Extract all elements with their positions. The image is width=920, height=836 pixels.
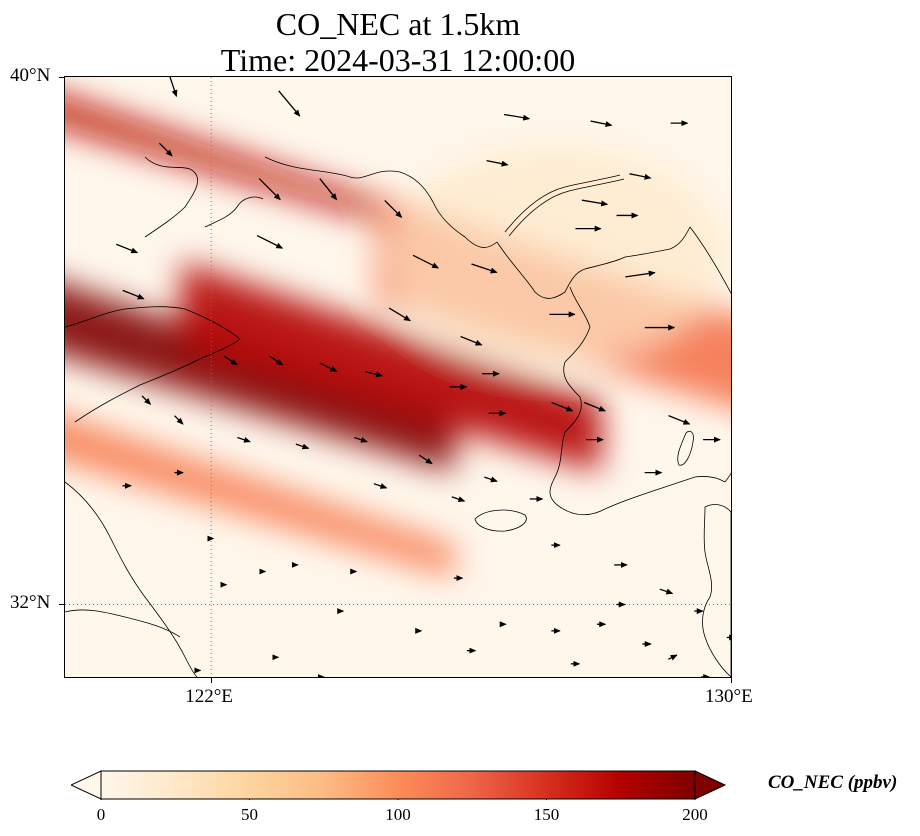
wind-vectors	[115, 77, 731, 677]
wind-arrow	[625, 270, 656, 278]
wind-arrow	[224, 355, 238, 366]
wind-arrow	[412, 254, 440, 269]
wind-arrow	[590, 120, 613, 128]
colorbar	[71, 770, 727, 800]
concentration-band	[181, 261, 602, 473]
lon-tick-mark	[211, 677, 213, 683]
coastlines	[65, 156, 731, 677]
wind-arrow	[174, 415, 184, 425]
wind-arrow	[169, 77, 178, 98]
wind-arrow	[471, 263, 498, 274]
colorbar-tick-label: 100	[385, 805, 411, 824]
wind-arrow	[158, 142, 173, 157]
colorbar-extend-right	[694, 770, 727, 800]
colorbar-tick-label: 50	[241, 805, 258, 824]
wind-arrow	[551, 401, 574, 412]
wind-arrow	[256, 234, 284, 249]
wind-arrow	[237, 436, 251, 443]
wind-arrow	[486, 159, 509, 167]
wind-arrow	[354, 436, 368, 443]
concentration-band	[65, 284, 455, 473]
colorbar-tick-label: 150	[533, 805, 560, 824]
lat-tick-mark	[59, 77, 65, 78]
map-canvas	[65, 77, 731, 677]
wind-arrow	[581, 199, 609, 207]
lat-tick-label: 32°N	[10, 592, 51, 614]
wind-arrow	[258, 178, 281, 201]
wind-arrow	[668, 415, 691, 425]
lon-tick-label: 130°E	[705, 686, 753, 707]
map-panel	[65, 77, 731, 677]
wind-arrow	[460, 335, 483, 346]
wind-arrow	[668, 654, 678, 661]
colorbar-ticks	[100, 799, 696, 800]
wind-arrow	[659, 588, 674, 595]
wind-arrow	[484, 476, 498, 483]
concentration-patch	[385, 145, 726, 366]
map-gridlines	[65, 77, 731, 677]
wind-arrow	[365, 370, 384, 378]
lon-tick-label: 122°E	[185, 686, 233, 707]
wind-arrow	[629, 173, 652, 180]
wind-arrow	[583, 401, 606, 412]
wind-arrow	[278, 90, 301, 117]
wind-arrow	[269, 355, 284, 366]
chart-title: CO_NEC at 1.5km	[275, 6, 521, 42]
wind-arrow	[384, 200, 403, 218]
wind-arrow	[122, 289, 145, 300]
wind-arrow	[388, 307, 411, 322]
colorbar-tick-label: 0	[96, 805, 106, 824]
colorbar-tick-label: 200	[682, 805, 708, 824]
wind-arrow	[115, 243, 139, 254]
wind-arrow	[295, 443, 310, 450]
wind-arrow	[319, 178, 338, 201]
wind-arrow	[418, 454, 433, 465]
wind-arrow	[503, 113, 531, 121]
concentration-band	[65, 416, 455, 578]
lat-tick-label: 40°N	[10, 65, 51, 86]
lat-tick-mark	[59, 604, 65, 606]
colorbar-title: CO_NEC (ppbv)	[768, 772, 898, 793]
co-concentration-field	[65, 96, 731, 578]
wind-arrow	[319, 362, 338, 372]
wind-arrow	[373, 483, 388, 489]
chart-subtitle-time: Time: 2024-03-31 12:00:00	[220, 42, 576, 78]
lon-tick-mark	[731, 677, 732, 683]
colorbar-extend-left	[71, 770, 102, 800]
concentration-band	[65, 96, 455, 245]
wind-arrow	[451, 496, 466, 503]
colorbar-gradient	[100, 770, 696, 800]
wind-arrow	[141, 395, 152, 405]
